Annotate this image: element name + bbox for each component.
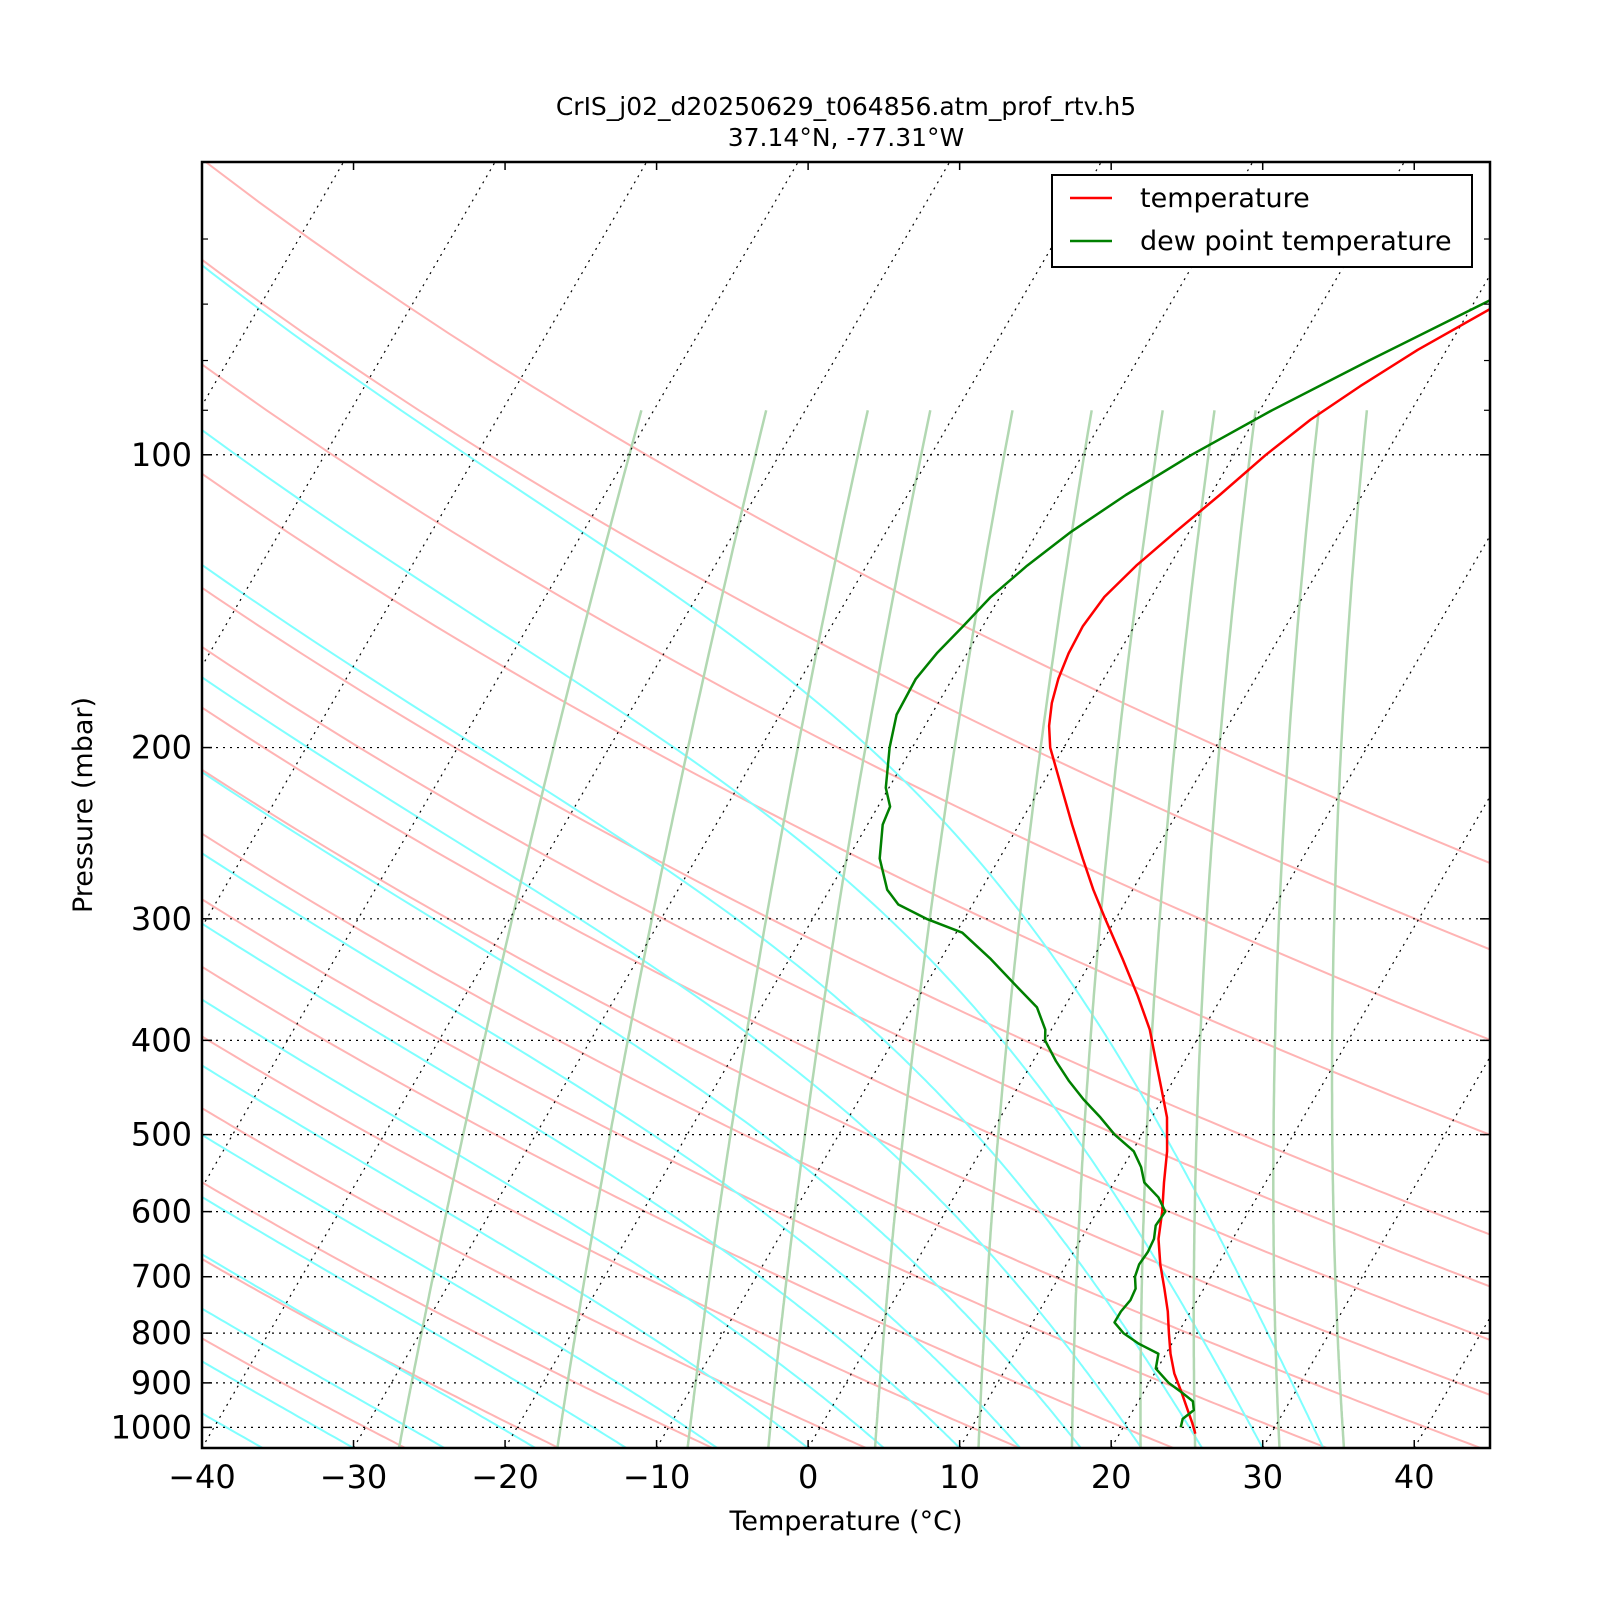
- isotherm-gridline: [353, 162, 1102, 1448]
- x-tick-label: −40: [168, 1458, 236, 1496]
- dry-adiabat: [202, 1181, 714, 1448]
- isotherm-gridline: [1110, 795, 1490, 1448]
- moist-adiabat: [202, 1064, 809, 1448]
- legend-label-dew-point: dew point temperature: [1140, 226, 1452, 257]
- dry-adiabat: [202, 706, 1490, 1341]
- x-tick-label: −30: [320, 1458, 388, 1496]
- moist-adiabat: [202, 1307, 445, 1448]
- dry-adiabat: [202, 965, 1174, 1448]
- dew-point-line: [878, 298, 1490, 1428]
- y-axis: 100 200 300 400 500 600 700 800 900 1000: [111, 238, 1490, 1446]
- isotherm-gridline: [807, 273, 1490, 1448]
- mixing-ratio-line: [397, 409, 643, 1448]
- dry-adiabat: [202, 363, 1490, 1041]
- dry-adiabat: [202, 1035, 1021, 1448]
- series-lines: [878, 298, 1490, 1435]
- dry-adiabat: [202, 768, 1490, 1396]
- dry-adiabat: [202, 1337, 406, 1448]
- isotherm-gridline: [202, 162, 648, 928]
- y-tick-label: 100: [131, 436, 192, 474]
- y-tick-label: 1000: [111, 1408, 192, 1446]
- moist-adiabat: [202, 563, 1203, 1448]
- dry-adiabat: [202, 586, 1490, 1236]
- x-axis-label: Temperature (°C): [728, 1506, 962, 1537]
- x-tick-label: 0: [798, 1458, 818, 1496]
- x-tick-label: 40: [1394, 1458, 1435, 1496]
- dry-adiabat: [202, 832, 1482, 1448]
- moist-adiabat: [202, 428, 1264, 1448]
- plot-frame: [200, 160, 1492, 1450]
- mixing-ratio-line: [1139, 410, 1216, 1448]
- mixing-ratio-line: [767, 410, 932, 1448]
- dry-adiabat: [205, 162, 1490, 865]
- isotherm-gridline: [0, 162, 40, 1448]
- isotherm-gridline: [202, 162, 951, 1448]
- y-tick-label: 700: [131, 1258, 192, 1296]
- background-lines: [202, 162, 1490, 1448]
- dry-adiabat: [202, 645, 1490, 1288]
- chart-title: CrIS_j02_d20250629_t064856.atm_prof_rtv.…: [556, 92, 1136, 121]
- dry-adiabat: [202, 472, 1490, 1136]
- moist-adiabat: [202, 263, 1325, 1448]
- x-axis: −40 −30 −20 −10 0 10 20 30 40: [168, 162, 1435, 1496]
- y-tick-label: 200: [131, 729, 192, 767]
- dry-adiabat: [202, 258, 1490, 951]
- y-tick-label: 500: [131, 1116, 192, 1154]
- moist-adiabat: [202, 922, 961, 1448]
- legend-box: [1051, 174, 1473, 268]
- grid-lines: [0, 162, 1490, 1448]
- moist-adiabat: [202, 676, 1143, 1448]
- mixing-ratio-line: [977, 410, 1093, 1448]
- legend: temperature dew point temperature: [1051, 174, 1473, 268]
- x-tick-label: 20: [1091, 1458, 1132, 1496]
- isotherm-gridline: [1413, 1316, 1490, 1448]
- isotherm-gridline: [202, 162, 799, 1189]
- x-tick-label: −10: [623, 1458, 691, 1496]
- y-tick-label: 900: [131, 1364, 192, 1402]
- moist-adiabat: [202, 852, 1022, 1448]
- mixing-ratio-line: [1330, 410, 1369, 1448]
- isotherm-gridline: [959, 534, 1490, 1448]
- mixing-ratio-line: [1272, 410, 1321, 1448]
- legend-label-temperature: temperature: [1140, 183, 1310, 214]
- isotherm-gridline: [504, 162, 1254, 1448]
- moist-adiabat: [202, 770, 1082, 1448]
- mixing-ratio-line: [1070, 410, 1164, 1448]
- mixing-ratio-line: [1192, 410, 1257, 1448]
- dry-adiabat: [202, 898, 1328, 1448]
- x-tick-label: 30: [1242, 1458, 1283, 1496]
- moist-adiabat: [202, 1195, 627, 1448]
- temperature-line: [1047, 307, 1490, 1435]
- isotherm-gridline: [202, 162, 345, 407]
- y-tick-label: 800: [131, 1314, 192, 1352]
- moist-adiabat: [202, 1253, 536, 1448]
- moist-adiabat: [202, 998, 885, 1448]
- x-tick-label: −20: [471, 1458, 539, 1496]
- moist-adiabat: [202, 1360, 354, 1448]
- mixing-ratio-line: [556, 410, 768, 1448]
- mixing-ratio-line: [873, 410, 1014, 1448]
- y-tick-label: 300: [131, 900, 192, 938]
- y-axis-label: Pressure (mbar): [68, 697, 99, 913]
- y-tick-label: 600: [131, 1193, 192, 1231]
- chart-subtitle: 37.14°N, -77.31°W: [728, 123, 964, 152]
- moist-adiabat: [202, 1133, 718, 1448]
- isotherm-gridline: [202, 162, 496, 668]
- mixing-ratio-line: [686, 410, 870, 1448]
- moist-adiabat: [202, 1412, 264, 1448]
- x-tick-label: 10: [939, 1458, 980, 1496]
- y-tick-label: 400: [131, 1021, 192, 1059]
- isotherm-gridline: [1262, 1055, 1490, 1448]
- isotherm-gridline: [656, 162, 1405, 1448]
